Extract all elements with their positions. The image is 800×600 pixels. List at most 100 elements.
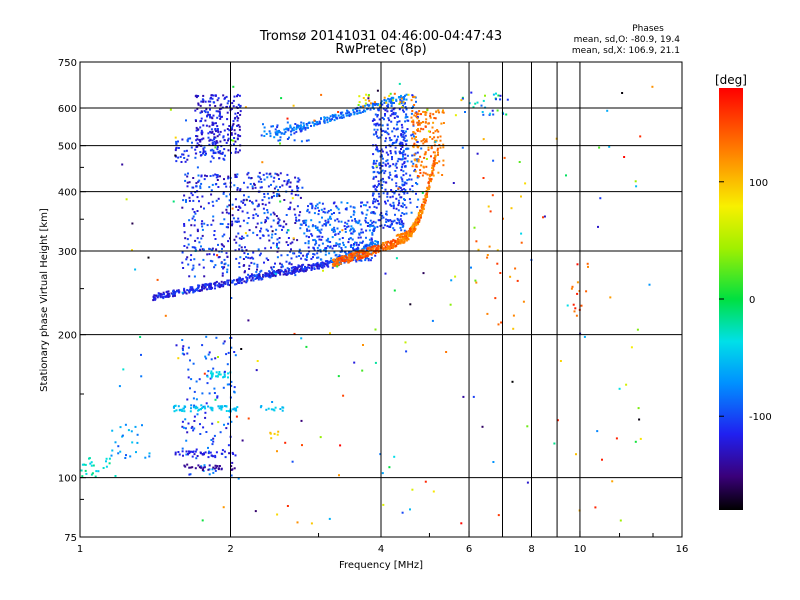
- echo-point: [358, 109, 361, 112]
- echo-point: [395, 190, 397, 192]
- echo-point: [358, 219, 361, 222]
- echo-point: [337, 220, 340, 223]
- echo-point: [382, 247, 384, 250]
- echo-point: [308, 229, 311, 232]
- echo-point: [260, 134, 263, 137]
- echo-point: [344, 228, 347, 230]
- echo-point: [391, 244, 394, 247]
- echo-point: [253, 208, 256, 211]
- echo-point: [417, 211, 420, 214]
- echo-point: [431, 171, 434, 174]
- echo-point: [512, 314, 515, 317]
- echo-point: [130, 430, 133, 433]
- echo-point: [393, 127, 395, 130]
- echo-point: [313, 249, 316, 252]
- echo-point: [377, 136, 380, 139]
- echo-point: [611, 480, 614, 483]
- echo-point: [291, 129, 294, 132]
- echo-point: [183, 464, 186, 467]
- echo-point: [320, 265, 323, 268]
- echo-point: [430, 155, 432, 158]
- echo-point: [312, 253, 315, 255]
- echo-point: [187, 452, 189, 455]
- echo-point: [425, 111, 428, 114]
- echo-point: [374, 254, 377, 257]
- echo-point: [326, 264, 329, 267]
- echo-point: [364, 259, 367, 262]
- echo-point: [203, 110, 206, 112]
- echo-point: [185, 199, 187, 202]
- echo-point: [337, 375, 340, 378]
- echo-point: [201, 228, 204, 231]
- echo-point: [316, 246, 319, 249]
- echo-point: [258, 275, 261, 278]
- echo-point: [218, 467, 220, 470]
- echo-point: [289, 201, 292, 204]
- echo-point: [243, 264, 246, 267]
- echo-point: [402, 155, 404, 158]
- echo-point: [326, 116, 329, 119]
- echo-point: [243, 252, 246, 255]
- echo-point: [255, 226, 258, 229]
- echo-point: [234, 220, 237, 223]
- echo-point: [238, 280, 241, 283]
- echo-point: [265, 220, 267, 223]
- echo-point: [320, 117, 322, 120]
- echo-point: [283, 180, 286, 183]
- echo-point: [186, 175, 189, 178]
- echo-point: [277, 139, 280, 142]
- echo-point: [259, 186, 262, 189]
- echo-point: [215, 140, 218, 143]
- echo-point: [401, 146, 404, 148]
- echo-point: [398, 223, 401, 225]
- echo-point: [419, 211, 422, 214]
- echo-point: [299, 265, 302, 268]
- echo-point: [384, 248, 387, 251]
- echo-point: [227, 223, 230, 226]
- echo-point: [294, 222, 297, 224]
- echo-point: [220, 250, 223, 253]
- echo-point: [189, 286, 192, 289]
- echo-point: [202, 248, 205, 251]
- echo-point: [192, 291, 195, 294]
- echo-point: [270, 183, 272, 186]
- echo-point: [284, 268, 287, 271]
- echo-point: [235, 147, 237, 150]
- echo-point: [244, 232, 247, 235]
- echo-point: [522, 300, 525, 303]
- echo-point: [175, 409, 178, 412]
- echo-point: [403, 229, 406, 232]
- echo-point: [279, 131, 282, 134]
- echo-point: [236, 221, 239, 223]
- echo-point: [395, 141, 398, 144]
- echo-point: [211, 122, 214, 125]
- echo-point: [375, 103, 378, 106]
- echo-point: [163, 293, 165, 296]
- echo-point: [314, 225, 317, 228]
- echo-point: [274, 233, 277, 235]
- echo-point: [639, 437, 642, 440]
- echo-point: [164, 314, 167, 317]
- echo-point: [357, 236, 360, 239]
- echo-point: [405, 172, 408, 175]
- echo-point: [418, 123, 421, 126]
- echo-point: [270, 175, 273, 178]
- echo-point: [382, 161, 385, 164]
- echo-point: [442, 122, 445, 124]
- echo-point: [377, 203, 380, 206]
- echo-point: [313, 124, 316, 127]
- echo-point: [246, 186, 249, 189]
- echo-point: [401, 143, 404, 146]
- echo-point: [276, 433, 279, 436]
- echo-point: [385, 213, 387, 215]
- echo-point: [212, 152, 215, 155]
- echo-point: [369, 102, 372, 105]
- echo-point: [265, 408, 268, 411]
- echo-point: [177, 289, 180, 292]
- echo-point: [648, 283, 651, 286]
- echo-point: [367, 244, 370, 247]
- echo-point: [452, 182, 455, 184]
- echo-point: [292, 129, 295, 132]
- echo-point: [377, 241, 379, 243]
